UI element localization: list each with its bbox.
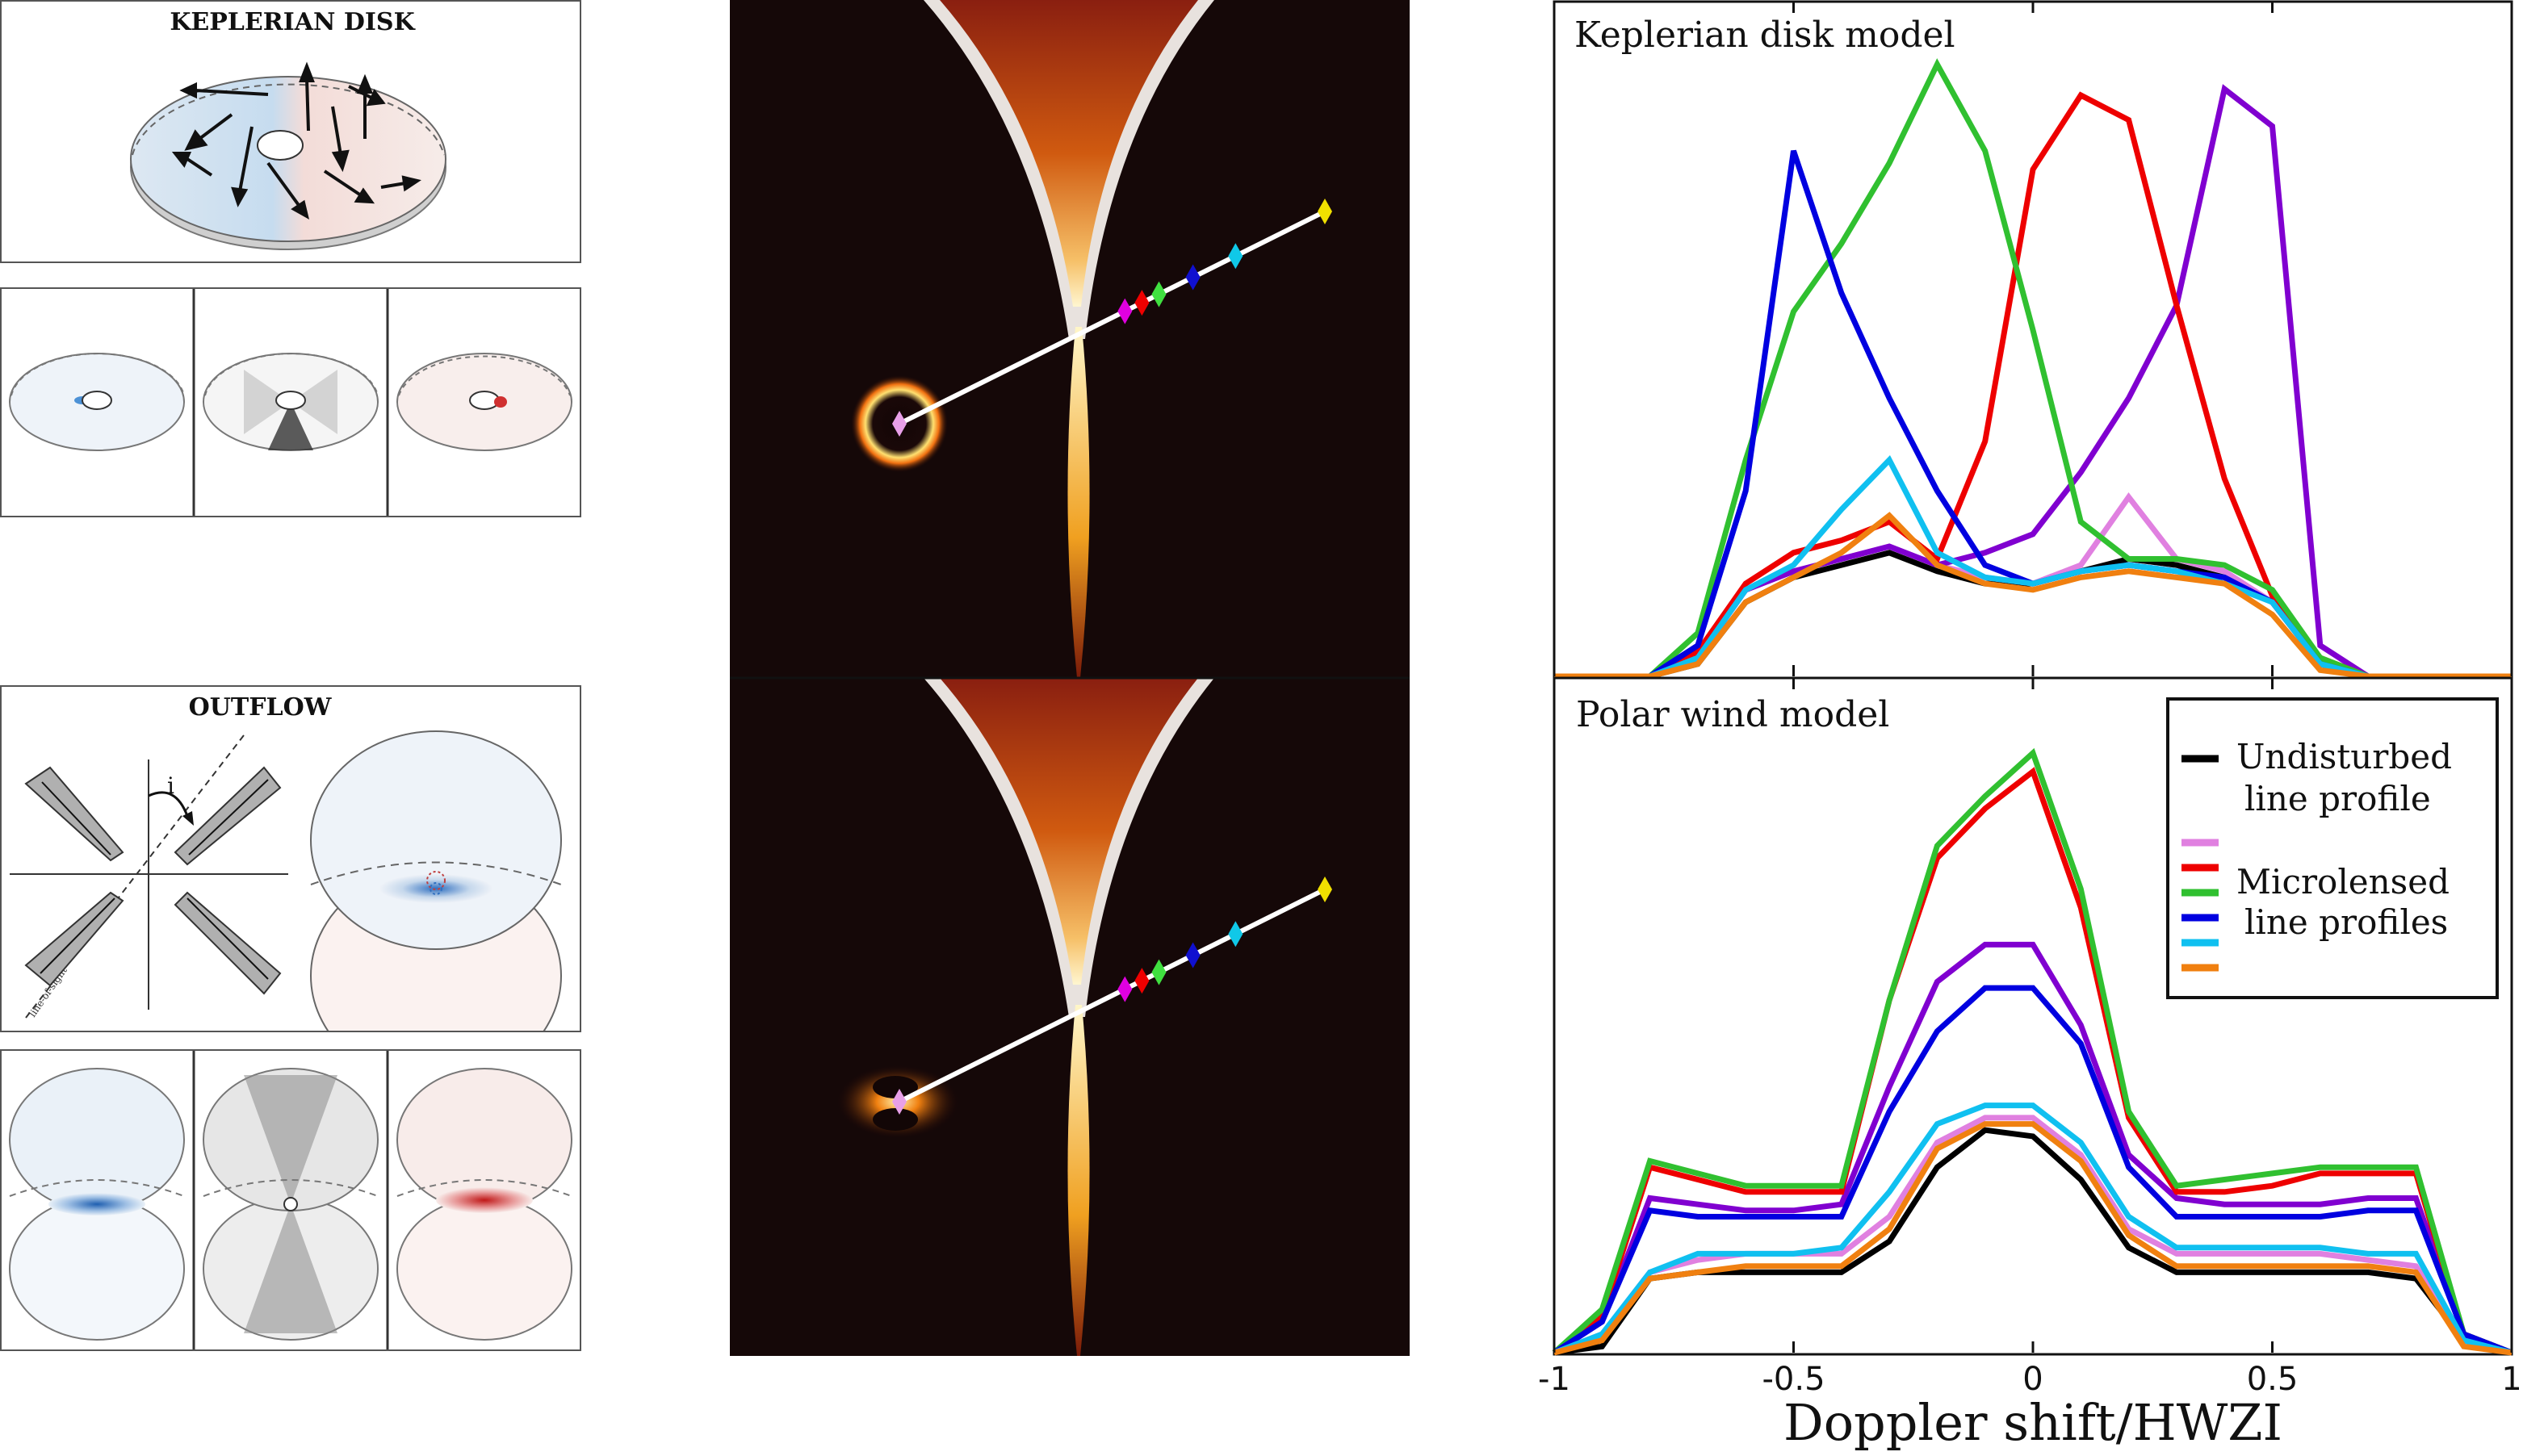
legend-box <box>2166 697 2499 999</box>
caustic-marker-1-0 <box>892 1089 907 1115</box>
caustic-marker-1-3 <box>1151 959 1167 985</box>
chart-keplerian-series <box>1554 58 2512 680</box>
line-profile-charts: Keplerian disk model Polar wind model Un… <box>1538 0 2522 1452</box>
keplerian-disk-drawing <box>130 61 446 250</box>
series-line-polar-wind-5 <box>1553 985 2513 1356</box>
chart-polar-wind-ticks <box>1553 678 2513 1353</box>
keplerian-schematic-panel: KEPLERIAN DISK <box>0 0 581 263</box>
series-line-polar-wind-2 <box>1553 941 2513 1356</box>
caustic-marker-0-5 <box>1228 243 1243 270</box>
legend-label-microlensed-2: line profiles <box>2244 902 2448 942</box>
chart-keplerian-ticks <box>1553 2 2513 676</box>
x-tick-labels: -1 -0.5 0 0.5 1 <box>1538 1361 2522 1398</box>
caustic-marker-1-4 <box>1185 942 1201 969</box>
outflow-schematic-panel: OUTFLOW i line-of-sight <box>0 685 581 1032</box>
chart-polar-wind-title: Polar wind model <box>1576 694 1889 735</box>
x-axis-label: Doppler shift/HWZI <box>1783 1393 2282 1452</box>
series-line-polar-wind-6 <box>1553 1102 2513 1356</box>
chart-polar-wind: Polar wind model Undisturbed line profil… <box>1538 676 2522 1452</box>
caustic-markers <box>892 199 1332 1115</box>
caustic-marker-1-5 <box>1228 921 1243 948</box>
outflow-maps-panel <box>0 1049 581 1351</box>
x-tick-label-2: 0 <box>2022 1361 2043 1398</box>
chart-keplerian-title: Keplerian disk model <box>1574 15 1955 56</box>
caustic-marker-0-2 <box>1134 290 1150 316</box>
angle-label: i <box>167 772 174 799</box>
x-tick-label-4: 1 <box>2501 1361 2521 1398</box>
series-line-polar-wind-1 <box>1553 1115 2513 1356</box>
series-line-polar-wind-3 <box>1552 767 2513 1356</box>
legend-label-undisturbed-1: Undisturbed <box>2236 737 2452 776</box>
magnification-maps <box>730 0 1410 1356</box>
outflow-title: OUTFLOW <box>188 693 332 722</box>
legend-swatches-microlensed <box>2181 839 2219 972</box>
caustic-marker-0-3 <box>1151 281 1167 308</box>
outflow-cones-drawing: i line-of-sight <box>10 730 562 1031</box>
legend: Undisturbed line profile Microlensed lin… <box>2166 697 2499 999</box>
keplerian-maps-drawing <box>9 289 572 516</box>
series-line-keplerian-7 <box>1554 512 2512 680</box>
caustic-marker-1-1 <box>1117 976 1133 1002</box>
caustic-marker-0-4 <box>1185 264 1201 291</box>
caustic-marker-0-1 <box>1117 298 1133 324</box>
keplerian-maps-panel <box>0 287 581 517</box>
caustic-marker-0-6 <box>1318 199 1332 224</box>
legend-label-microlensed-1: Microlensed <box>2236 862 2450 902</box>
x-tick-label-0: -1 <box>1538 1361 1570 1398</box>
legend-label-undisturbed-2: line profile <box>2244 779 2431 818</box>
series-line-polar-wind-4 <box>1552 747 2513 1356</box>
caustic-marker-1-2 <box>1134 968 1150 994</box>
map-bottom <box>730 678 1410 1356</box>
outflow-maps-drawing <box>9 1051 572 1349</box>
keplerian-title: KEPLERIAN DISK <box>170 8 415 36</box>
chart-keplerian: Keplerian disk model <box>1553 0 2513 680</box>
x-tick-label-1: -0.5 <box>1762 1361 1825 1398</box>
caustic-marker-0-0 <box>892 411 907 437</box>
x-tick-label-3: 0.5 <box>2247 1361 2299 1398</box>
chart-polar-wind-series <box>1552 747 2513 1356</box>
series-line-polar-wind-7 <box>1553 1121 2513 1356</box>
map-top <box>730 0 1410 678</box>
caustic-marker-1-6 <box>1318 877 1332 902</box>
